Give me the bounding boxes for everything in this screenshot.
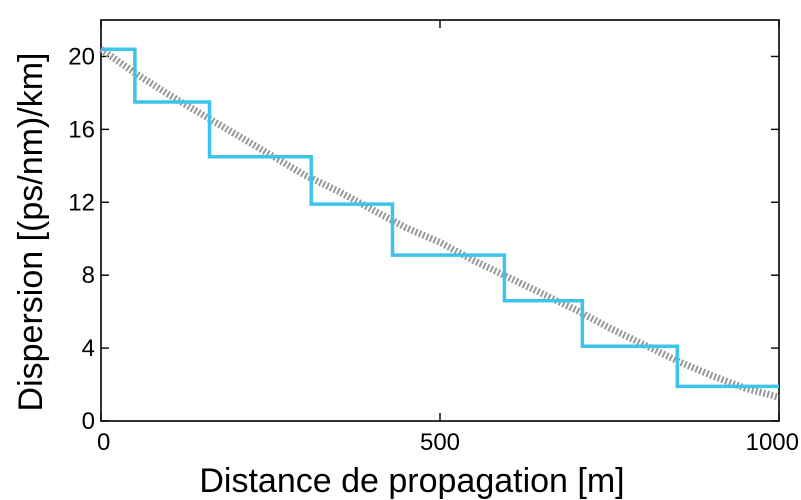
y-tick-label: 16 xyxy=(68,116,95,143)
y-tick-label: 8 xyxy=(82,262,95,289)
y-tick-label: 4 xyxy=(82,335,95,362)
series-line-step xyxy=(101,47,779,389)
y-tick-label: 0 xyxy=(82,408,95,435)
x-axis-label: Distance de propagation [m] xyxy=(199,462,624,500)
y-tick-label: 12 xyxy=(68,189,95,216)
x-tick-label: 0 xyxy=(97,429,110,456)
ticks xyxy=(100,20,780,422)
y-tick-label: 20 xyxy=(68,43,95,70)
series-group xyxy=(98,46,780,401)
x-tick-label: 500 xyxy=(420,429,460,456)
x-tick-label: 1000 xyxy=(746,429,799,456)
tick-labels: 0 4 8 12 16 20 0 500 1000 xyxy=(68,43,799,456)
plot-area xyxy=(98,19,780,422)
y-axis-label: Dispersion [(ps/nm)/km] xyxy=(12,53,50,412)
